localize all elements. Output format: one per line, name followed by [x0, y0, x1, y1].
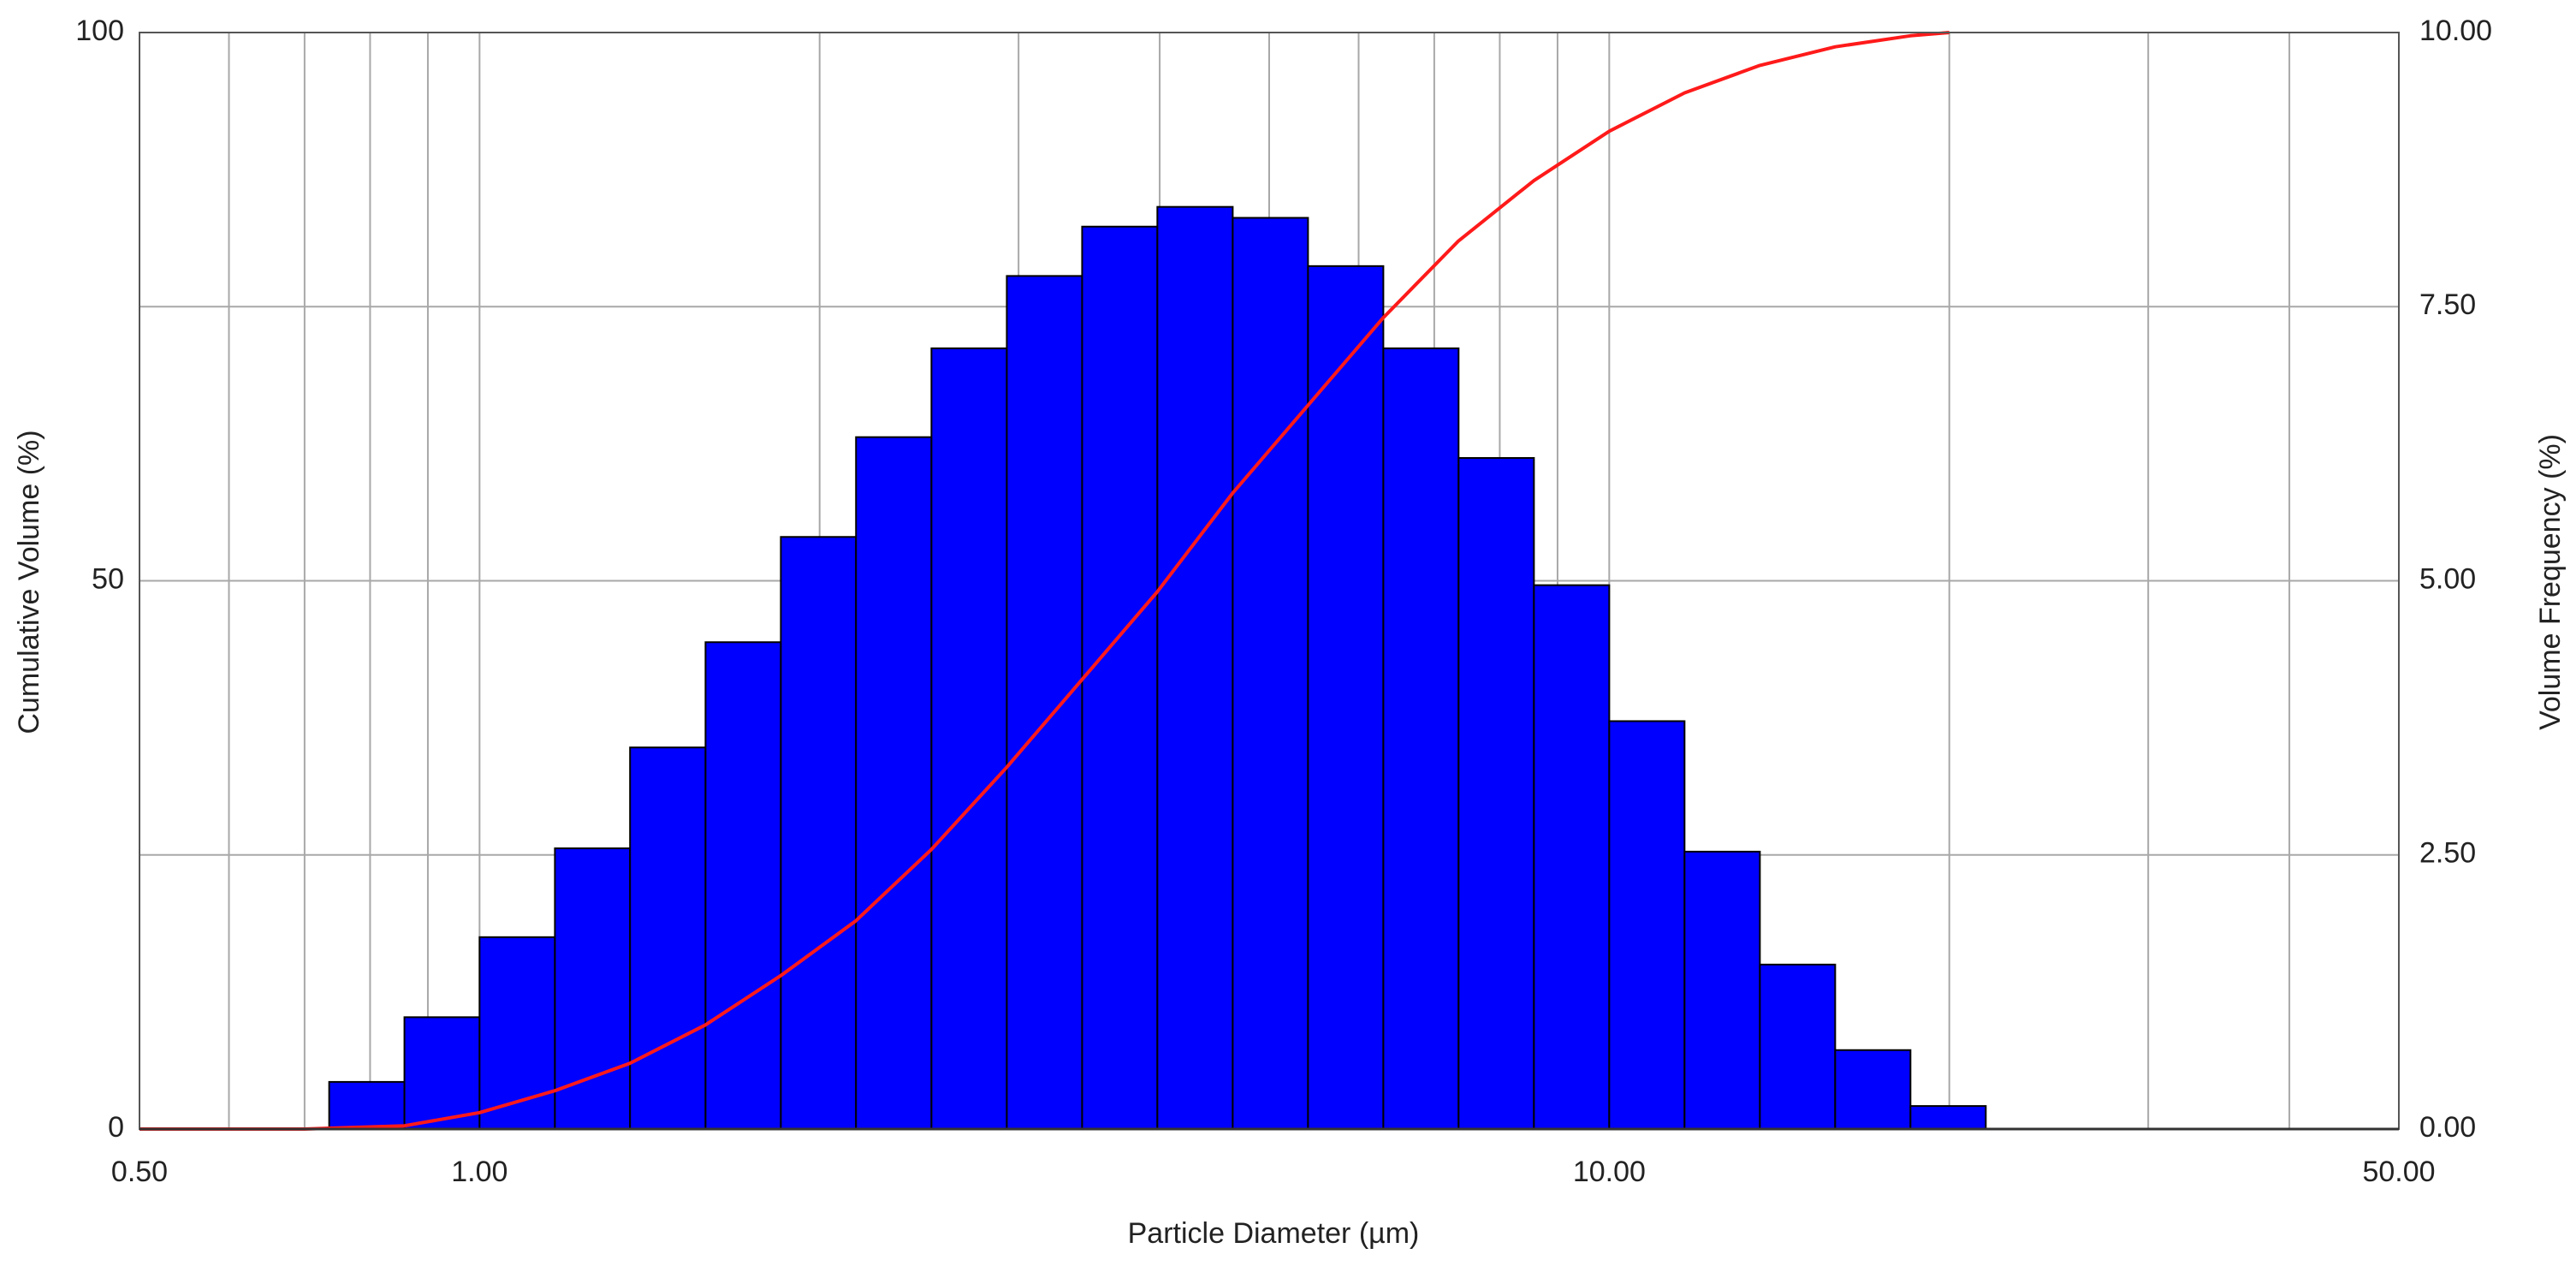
bar	[629, 746, 707, 1130]
bar	[1457, 457, 1535, 1130]
bar	[1006, 275, 1083, 1130]
bar	[704, 641, 782, 1130]
bar	[1232, 217, 1309, 1130]
bar	[478, 936, 556, 1130]
x-tick-label: 10.00	[1573, 1156, 1646, 1188]
x-tick-label: 50.00	[2362, 1156, 2435, 1188]
bar	[780, 536, 858, 1130]
x-tick-label: 0.50	[111, 1156, 168, 1188]
y-tick-label: 0	[108, 1111, 124, 1144]
bar	[855, 436, 933, 1130]
bar	[930, 347, 1008, 1131]
y2-tick-label: 5.00	[2419, 562, 2476, 595]
bar	[403, 1016, 481, 1131]
bar	[1307, 264, 1385, 1130]
bar	[1533, 584, 1611, 1130]
y2-tick-label: 0.00	[2419, 1111, 2476, 1144]
x-tick-label: 1.00	[451, 1156, 507, 1188]
bar	[1909, 1105, 1987, 1130]
bar	[1156, 205, 1234, 1131]
y2-tick-label: 7.50	[2419, 288, 2476, 321]
bar	[1608, 720, 1686, 1131]
y-tick-label: 50	[92, 562, 124, 595]
y2-tick-label: 10.00	[2419, 15, 2492, 47]
y2-axis-title: Volume Frequency (%)	[2534, 434, 2567, 730]
bar	[328, 1080, 406, 1130]
bar	[1759, 963, 1837, 1130]
x-axis-title: Particle Diameter (µm)	[1128, 1217, 1420, 1250]
bar	[1382, 347, 1460, 1131]
bar	[1834, 1049, 1912, 1130]
bar	[1683, 850, 1761, 1130]
cumulative-line	[139, 31, 1950, 1131]
y-axis-title: Cumulative Volume (%)	[13, 430, 45, 734]
bar	[1081, 225, 1159, 1130]
y-tick-label: 100	[75, 15, 124, 47]
y2-tick-label: 2.50	[2419, 837, 2476, 870]
bar	[554, 847, 632, 1131]
